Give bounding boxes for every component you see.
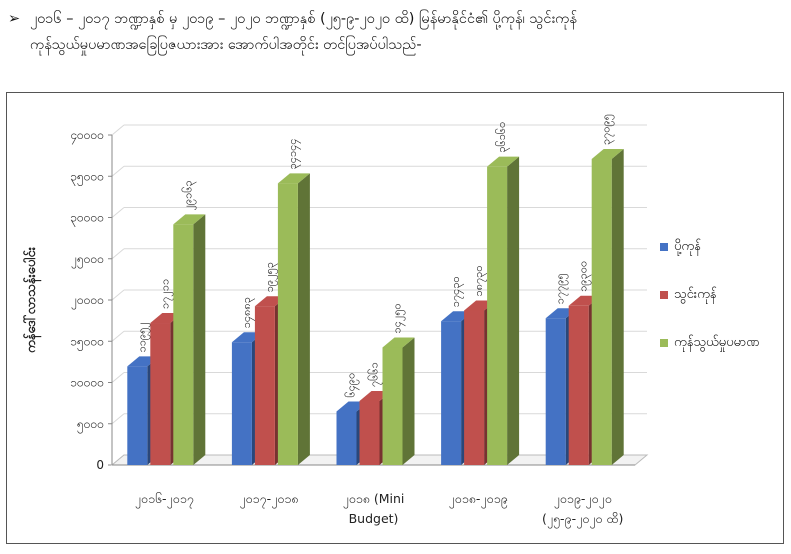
data-label: ၁၉၂၅၃ xyxy=(263,262,278,292)
legend-swatch xyxy=(660,338,668,347)
data-label: ၁၇၄၃၀ xyxy=(449,276,464,307)
gridline-side xyxy=(111,165,125,177)
gridline-side xyxy=(111,124,125,136)
y-tick-label: 0 xyxy=(96,458,104,472)
bar xyxy=(441,321,462,465)
gridline-side xyxy=(111,289,125,301)
gridline-side xyxy=(111,330,125,342)
legend-item: ပို့ကုန် xyxy=(660,238,701,257)
data-label: ၁၄၈၈၃ xyxy=(240,297,255,328)
gridline-side xyxy=(111,413,125,425)
data-label: ၇၆၆၁ xyxy=(368,362,383,387)
x-tick-label: ၂၀၁၇-၂၀၁၈ xyxy=(239,491,298,509)
data-label: ၁၁၉၅၂ xyxy=(135,322,150,352)
intro-line-1: ၂၀၁၆ – ၂၀၁၇ ဘဏ္ဍာနှစ် မှ ၂၀၁၉ – ၂၀၂၀ ဘဏ္… xyxy=(30,11,577,27)
data-label: ၁၄၂၅၀ xyxy=(391,303,406,333)
bar xyxy=(336,411,357,465)
data-label: ၃၄၁၄၄ xyxy=(286,138,301,169)
data-label: ၁၈၇၃၀ xyxy=(472,265,487,296)
y-tick-label: ၃၅၀၀၀ xyxy=(70,169,104,186)
gridline-side xyxy=(111,372,125,383)
bar xyxy=(127,366,148,465)
legend-item: ကုန်သွယ်မှုပမာဏ xyxy=(660,334,759,353)
x-tick-label: ၂၀၁၈ (Mini xyxy=(343,491,405,509)
x-tick-label: ၂၀၁၆-၂၀၁၇ xyxy=(135,491,194,509)
bar-side xyxy=(297,173,310,465)
x-tick-label: ၂၀၁၉-၂၀၂၀ xyxy=(554,491,612,509)
gridline-side xyxy=(111,248,125,260)
bar-chart: 0 ၅၀၀၀ ၁၀၀၀၀ ၁၅၀၀၀ ၂၀၀၀၀ ၂၅၀၀၀ ၃၀၀၀၀ ၃၅၀၀၀ ၄၀၀၀၀… xyxy=(22,114,649,529)
y-tick-label: ၁၀၀၀၀ xyxy=(70,376,104,390)
chart-frame: 0 ၅၀၀၀ ၁၀၀၀၀ ၁၅၀၀၀ ၂၀၀၀၀ ၂၅၀၀၀ ၃၀၀၀၀ ၃၅၀၀၀ ၄၀၀၀၀… xyxy=(6,92,784,544)
legend-label: သွင်းကုန် xyxy=(674,287,717,302)
data-label: ၁၇၇၉၅ xyxy=(554,273,569,304)
bar xyxy=(277,183,298,465)
y-tick-label: ၄၀၀၀၀ xyxy=(70,128,104,145)
data-label: ၃၆၁၆၀ xyxy=(495,122,510,153)
bar-top xyxy=(487,156,520,167)
bar-top xyxy=(382,337,415,348)
bar xyxy=(254,306,275,465)
y-tick-label: ၅၀၀၀ xyxy=(77,417,104,434)
legend-label: ပို့ကုန် xyxy=(674,239,701,254)
y-tick-label: ၂၅၀၀၀ xyxy=(71,252,104,269)
data-label: ၂၉၁၆၃ xyxy=(181,180,196,210)
bar xyxy=(359,400,380,465)
legend-label: ကုန်သွယ်မှုပမာဏ xyxy=(674,335,760,350)
bar-side xyxy=(402,337,415,465)
bar-top xyxy=(173,214,206,225)
intro-line-2: ကုန်သွယ်မှုပမာဏအခြေပြဇယားအား အောက်ပါအတို… xyxy=(30,37,422,53)
bar xyxy=(173,224,194,465)
data-label: ၁၇၂၁၁ xyxy=(158,279,173,309)
data-label: ၆၄၉၀ xyxy=(345,373,360,398)
bar xyxy=(487,166,508,465)
x-tick-label: Budget) xyxy=(349,511,399,526)
x-tick-label: (၂၅-၉-၂၀၂၀ ထိ) xyxy=(542,511,623,529)
bar-side xyxy=(193,214,206,465)
y-axis-title: ကန်ဒေါ်လာသန်းပေါင်း xyxy=(22,246,42,353)
legend-item: သွင်းကုန် xyxy=(660,286,717,305)
bar-side xyxy=(611,149,624,465)
legend-swatch xyxy=(660,290,668,299)
bar-top xyxy=(591,149,624,160)
data-label: ၃၇၀၉၅ xyxy=(600,114,615,145)
data-label: ၁၉၃၀၀ xyxy=(577,261,592,292)
bar xyxy=(231,342,252,465)
bar-top xyxy=(277,173,310,184)
x-tick-label: ၂၀၁၈-၂၀၁၉ xyxy=(449,491,508,509)
bar xyxy=(382,347,403,465)
bar-side xyxy=(507,156,520,465)
y-tick-label: ၃၀၀၀၀ xyxy=(70,211,104,228)
y-tick-label: ၂၀၀၀၀ xyxy=(71,293,104,310)
bar xyxy=(545,318,566,465)
bar xyxy=(464,310,485,465)
gridline-side xyxy=(111,207,125,218)
legend-swatch xyxy=(660,242,668,251)
bullet-arrow-icon: ➢ xyxy=(8,11,21,27)
bar xyxy=(150,323,171,465)
bar xyxy=(568,305,589,465)
bar xyxy=(591,159,612,465)
y-tick-label: ၁၅၀၀၀ xyxy=(70,334,104,351)
